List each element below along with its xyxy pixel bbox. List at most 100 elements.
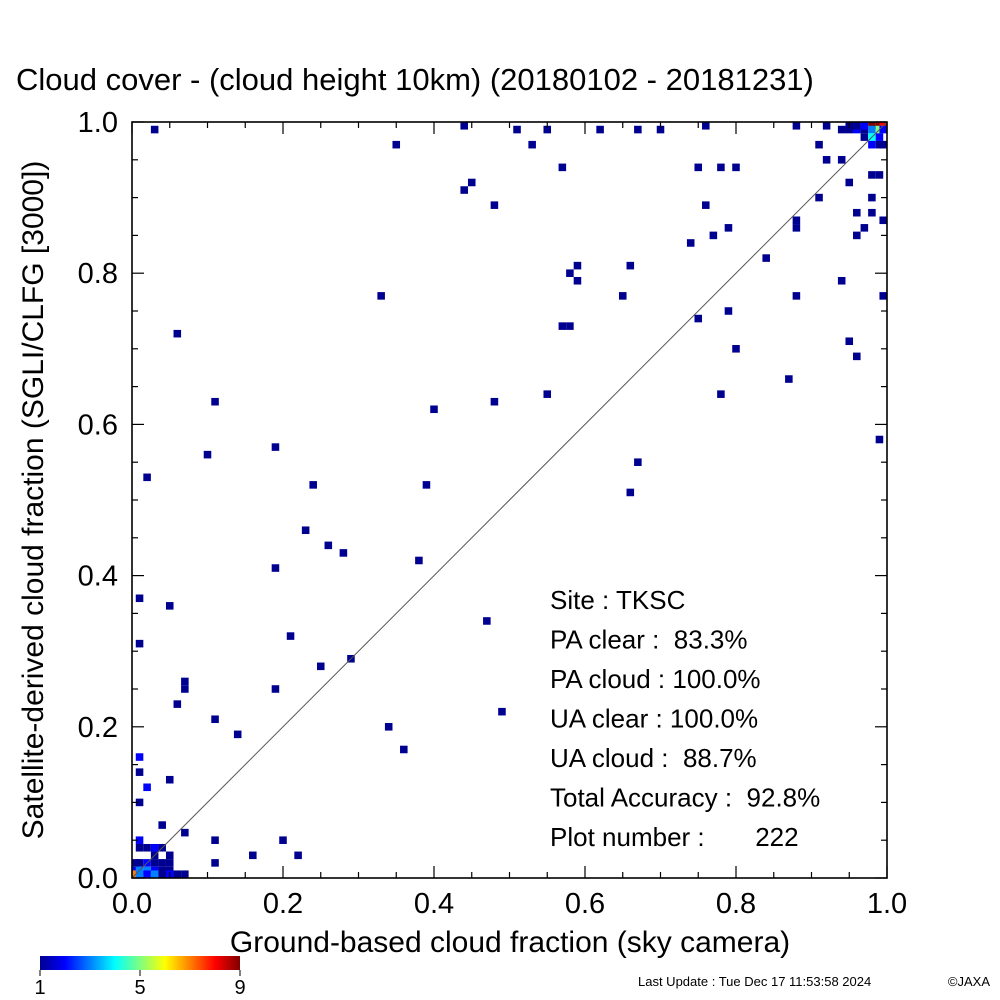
heatmap-cell bbox=[845, 178, 854, 187]
x-tick-label: 0.0 bbox=[112, 888, 152, 920]
heatmap-cell bbox=[301, 526, 310, 535]
heatmap-cell bbox=[249, 851, 257, 860]
copyright-text: ©JAXA bbox=[948, 974, 990, 989]
heatmap-cell bbox=[702, 122, 710, 130]
heatmap-cell bbox=[158, 821, 166, 829]
heatmap-cell bbox=[135, 594, 144, 603]
heatmap-cell bbox=[686, 239, 695, 247]
heatmap-cell bbox=[392, 140, 401, 149]
heatmap-cell bbox=[150, 866, 159, 875]
one-to-one-reference-line bbox=[131, 121, 888, 879]
heatmap-cell bbox=[732, 163, 740, 172]
heatmap-cell bbox=[875, 133, 884, 141]
heatmap-cell bbox=[717, 163, 725, 172]
heatmap-cell bbox=[211, 715, 219, 724]
y-tick-label: 0.0 bbox=[78, 863, 118, 895]
heatmap-cell bbox=[135, 639, 144, 648]
heatmap-cell bbox=[879, 292, 887, 300]
heatmap-cell bbox=[309, 481, 317, 489]
y-tick-label: 0.2 bbox=[78, 712, 118, 744]
heatmap-cell bbox=[837, 125, 846, 134]
heatmap-cell bbox=[694, 163, 703, 172]
heatmap-cell bbox=[762, 254, 770, 262]
heatmap-cell bbox=[566, 269, 574, 277]
heatmap-cell bbox=[853, 231, 861, 240]
heatmap-cell bbox=[150, 870, 159, 878]
heatmap-cell bbox=[558, 163, 567, 172]
heatmap-cell bbox=[837, 276, 846, 285]
heatmap-cell bbox=[158, 866, 166, 875]
chart-title: Cloud cover - (cloud height 10km) (20180… bbox=[16, 62, 814, 97]
heatmap-cell bbox=[596, 125, 604, 134]
heatmap-cell bbox=[286, 632, 295, 640]
heatmap-cell bbox=[165, 866, 174, 875]
heatmap-cell bbox=[324, 541, 333, 550]
heatmap-cell bbox=[135, 843, 144, 852]
heatmap-cell bbox=[339, 549, 348, 557]
heatmap-cell bbox=[490, 397, 499, 406]
heatmap-cell bbox=[143, 473, 151, 482]
heatmap-cell bbox=[543, 125, 552, 134]
stat-line: UA clear : 100.0% bbox=[550, 704, 758, 734]
heatmap-cell bbox=[732, 345, 740, 353]
heatmap-cell bbox=[815, 193, 823, 202]
y-tick-label: 0.6 bbox=[78, 409, 118, 441]
heatmap-cell bbox=[135, 859, 144, 867]
axis-ticks: 0.0 0.2 0.4 0.6 0.8 1.0 0.0 0.2 0.4 0.6 0.8 1.0 bbox=[78, 107, 907, 920]
heatmap-cell bbox=[430, 405, 438, 414]
heatmap-cell bbox=[173, 870, 182, 878]
heatmap-cell bbox=[135, 753, 144, 761]
heatmap-cell bbox=[543, 390, 552, 398]
stat-line: UA cloud : 88.7% bbox=[550, 743, 757, 773]
heatmap-cell bbox=[566, 322, 574, 330]
heatmap-cell bbox=[498, 707, 506, 716]
heatmap-cell bbox=[271, 564, 280, 572]
heatmap-cell bbox=[294, 851, 302, 860]
colorbar-tick-label: 1 bbox=[34, 977, 45, 999]
last-update-text: Last Update : Tue Dec 17 11:53:58 2024 bbox=[638, 974, 871, 989]
colorbar-tick-label: 9 bbox=[234, 977, 245, 999]
heatmap-cell bbox=[634, 125, 642, 134]
heatmap-cell bbox=[558, 322, 567, 330]
heatmap-cell bbox=[792, 292, 801, 300]
y-tick-label: 1.0 bbox=[78, 107, 118, 139]
heatmap-cell bbox=[143, 866, 151, 875]
heatmap-cell bbox=[132, 866, 140, 875]
stat-line: PA clear : 83.3% bbox=[550, 625, 748, 655]
heatmap-cell bbox=[845, 337, 854, 346]
heatmap-cell bbox=[158, 859, 166, 867]
heatmap-cell bbox=[860, 133, 869, 141]
accuracy-stats: Site : TKSC PA clear : 83.3% PA cloud : 10… bbox=[550, 585, 820, 852]
colorbar-tick-label: 5 bbox=[134, 977, 145, 999]
heatmap-cell bbox=[150, 859, 159, 867]
heatmap-cell bbox=[868, 193, 876, 202]
heatmap-cell bbox=[868, 208, 876, 217]
heatmap-cell bbox=[143, 870, 151, 878]
heatmap-cell bbox=[384, 723, 393, 731]
heatmap-cell bbox=[626, 488, 635, 497]
heatmap-cell bbox=[181, 677, 189, 686]
x-tick-label: 0.6 bbox=[565, 888, 605, 920]
heatmap-cell bbox=[279, 836, 287, 844]
heatmap-cell bbox=[822, 122, 831, 130]
y-axis-label: Satellite-derived cloud fraction (SGLI/C… bbox=[17, 161, 50, 840]
y-tick-label: 0.8 bbox=[78, 258, 118, 290]
heatmap-cell bbox=[875, 435, 884, 444]
stat-line: Site : TKSC bbox=[550, 585, 685, 615]
heatmap-cell bbox=[868, 171, 876, 179]
heatmap-cell bbox=[724, 224, 733, 232]
heatmap-cell bbox=[837, 156, 846, 164]
heatmap-cell bbox=[879, 140, 887, 149]
heatmap-cells bbox=[132, 122, 887, 878]
heatmap-cell bbox=[143, 783, 151, 792]
heatmap-cell bbox=[853, 208, 861, 217]
y-tick-label: 0.4 bbox=[78, 561, 118, 593]
heatmap-cell bbox=[165, 851, 174, 860]
heatmap-cell bbox=[135, 798, 144, 807]
x-tick-label: 1.0 bbox=[867, 888, 907, 920]
heatmap-cell bbox=[415, 556, 423, 565]
heatmap-cell bbox=[460, 186, 468, 194]
heatmap-cell bbox=[724, 307, 733, 315]
heatmap-cell bbox=[879, 216, 887, 225]
